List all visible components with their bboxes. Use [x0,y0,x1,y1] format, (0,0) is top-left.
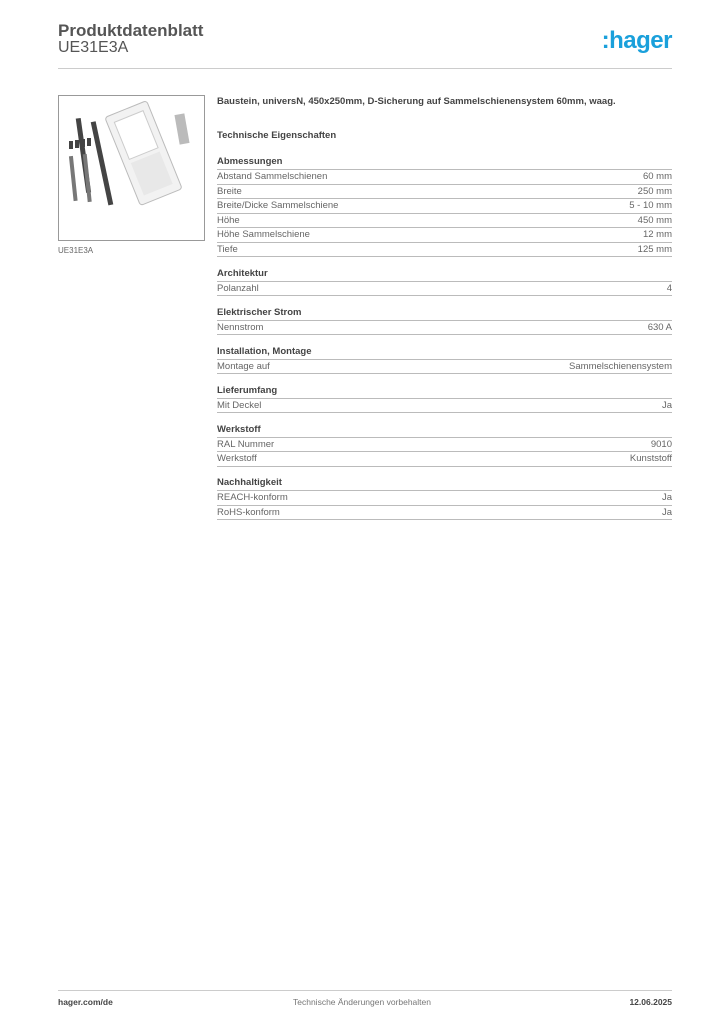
spec-label: Polanzahl [217,282,259,294]
spec-row: Polanzahl 4 [217,282,672,296]
spec-value: 125 mm [637,243,672,255]
spec-row: Nennstrom 630 A [217,321,672,335]
image-caption: UE31E3A [58,246,94,255]
spec-value: 450 mm [637,214,672,226]
section-heading: Werkstoff [217,423,672,438]
spec-row: RoHS-konform Ja [217,506,672,520]
spec-label: REACH-konform [217,492,288,503]
spec-label: Höhe [217,214,240,226]
spec-section: Elektrischer Strom Nennstrom 630 A [217,306,672,335]
spec-section: Abmessungen Abstand Sammelschienen 60 mm Br… [217,155,672,257]
section-heading: Lieferumfang [217,384,672,399]
spec-value: Ja [661,492,672,503]
spec-row: Mit Deckel Ja [217,399,672,413]
footer-website-link[interactable]: hager.com/de [58,997,113,1007]
spec-row: Montage auf Sammelschienensystem [217,360,672,374]
spec-label: Nennstrom [217,321,264,333]
spec-value: 250 mm [637,185,672,197]
hager-logo: :hager [601,27,673,54]
spec-value: Sammelschienensystem [569,360,672,372]
spec-value: 5 - 10 mm [629,200,672,211]
spec-row: Tiefe 125 mm [217,243,672,257]
spec-row: RAL Nummer 9010 [217,438,672,452]
footer-divider [58,990,672,991]
section-heading: Nachhaltigkeit [217,476,672,491]
spec-value: Ja [661,399,672,411]
spec-label: Breite/Dicke Sammelschiene [217,200,339,211]
page-title: Produktdatenblatt [58,21,204,40]
product-code: UE31E3A [58,39,129,56]
spec-label: Abstand Sammelschienen [217,171,328,182]
spec-label: Höhe Sammelschiene [217,229,310,240]
spec-value: 9010 [650,438,672,450]
product-description: Baustein, universN, 450x250mm, D-Sicheru… [217,96,616,107]
spec-section: Lieferumfang Mit Deckel Ja [217,384,672,413]
tech-heading: Technische Eigenschaften [217,130,337,141]
spec-row: Werkstoff Kunststoff [217,452,672,467]
spec-label: RoHS-konform [217,506,280,518]
spec-label: Montage auf [217,360,270,372]
spec-row: Höhe 450 mm [217,214,672,228]
spec-column: Baustein, universN, 450x250mm, D-Sicheru… [217,95,672,520]
spec-label: Mit Deckel [217,399,262,411]
spec-section: Installation, Montage Montage auf Sammelsc… [217,345,672,374]
spec-value: 4 [666,282,672,294]
spec-row: Abstand Sammelschienen 60 mm [217,170,672,185]
spec-value: Ja [661,506,672,518]
spec-label: RAL Nummer [217,438,275,450]
product-image [58,95,205,241]
section-heading: Architektur [217,267,672,282]
footer-date: 12.06.2025 [629,997,672,1007]
spec-label: Werkstoff [217,453,257,464]
spec-section: Architektur Polanzahl 4 [217,267,672,296]
spec-value: 60 mm [642,171,672,182]
spec-section: Werkstoff RAL Nummer 9010 Werkstoff Kunststo… [217,423,672,467]
spec-section: Nachhaltigkeit REACH-konform Ja RoHS-konfor… [217,476,672,520]
spec-value: Kunststoff [629,453,672,464]
spec-label: Breite [217,185,242,197]
section-heading: Elektrischer Strom [217,306,672,321]
header-divider [58,68,672,69]
spec-row: Breite 250 mm [217,185,672,199]
spec-row: Breite/Dicke Sammelschiene 5 - 10 mm [217,199,672,214]
spec-value: 12 mm [642,229,672,240]
spec-value: 630 A [647,321,672,333]
section-heading: Installation, Montage [217,345,672,360]
footer-disclaimer: Technische Änderungen vorbehalten [293,997,431,1007]
spec-row: Höhe Sammelschiene 12 mm [217,228,672,243]
spec-row: REACH-konform Ja [217,491,672,506]
spec-label: Tiefe [217,243,238,255]
section-heading: Abmessungen [217,155,672,170]
